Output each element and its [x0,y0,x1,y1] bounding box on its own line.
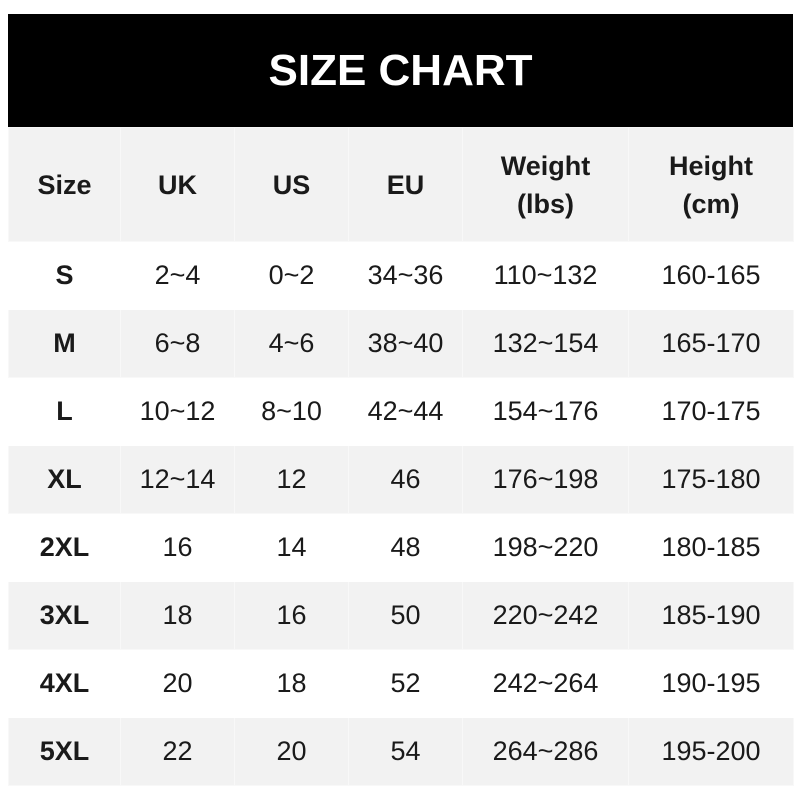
cell-uk: 12~14 [120,445,235,514]
header-size: Size [8,127,121,242]
cell-eu: 42~44 [348,377,463,446]
cell-eu: 52 [348,649,463,718]
header-eu: EU [348,127,463,242]
cell-size: 2XL [8,513,121,582]
cell-size: 4XL [8,649,121,718]
cell-height: 180-185 [628,513,794,582]
header-uk: UK [120,127,235,242]
cell-size: M [8,309,121,378]
header-us: US [234,127,349,242]
cell-eu: 38~40 [348,309,463,378]
cell-us: 8~10 [234,377,349,446]
table-row: 2XL 16 14 48 198~220 180-185 [8,513,794,582]
cell-weight: 220~242 [462,581,629,650]
cell-height: 185-190 [628,581,794,650]
table-row: XL 12~14 12 46 176~198 175-180 [8,445,794,514]
cell-weight: 242~264 [462,649,629,718]
cell-size: S [8,241,121,310]
cell-us: 0~2 [234,241,349,310]
table-row: S 2~4 0~2 34~36 110~132 160-165 [8,241,794,310]
cell-weight: 198~220 [462,513,629,582]
cell-size: 5XL [8,717,121,786]
cell-weight: 110~132 [462,241,629,310]
size-chart: SIZE CHART Size UK US EU Weight (lbs) Height … [8,14,794,786]
cell-eu: 46 [348,445,463,514]
table-row: 5XL 22 20 54 264~286 195-200 [8,717,794,786]
cell-height: 160-165 [628,241,794,310]
cell-height: 165-170 [628,309,794,378]
cell-size: 3XL [8,581,121,650]
cell-uk: 10~12 [120,377,235,446]
table-row: 3XL 18 16 50 220~242 185-190 [8,581,794,650]
cell-uk: 18 [120,581,235,650]
cell-eu: 50 [348,581,463,650]
table-row: 4XL 20 18 52 242~264 190-195 [8,649,794,718]
cell-size: L [8,377,121,446]
header-row: Size UK US EU Weight (lbs) Height (cm) [8,127,794,242]
cell-weight: 264~286 [462,717,629,786]
cell-height: 195-200 [628,717,794,786]
cell-uk: 22 [120,717,235,786]
cell-us: 12 [234,445,349,514]
cell-uk: 20 [120,649,235,718]
cell-height: 170-175 [628,377,794,446]
cell-eu: 48 [348,513,463,582]
cell-weight: 176~198 [462,445,629,514]
cell-eu: 54 [348,717,463,786]
cell-size: XL [8,445,121,514]
cell-us: 14 [234,513,349,582]
table-row: L 10~12 8~10 42~44 154~176 170-175 [8,377,794,446]
cell-weight: 132~154 [462,309,629,378]
cell-uk: 2~4 [120,241,235,310]
cell-us: 16 [234,581,349,650]
cell-weight: 154~176 [462,377,629,446]
header-height: Height (cm) [628,127,794,242]
cell-us: 20 [234,717,349,786]
cell-uk: 6~8 [120,309,235,378]
cell-eu: 34~36 [348,241,463,310]
size-table: Size UK US EU Weight (lbs) Height (cm) S 2~4 0~… [8,127,794,786]
cell-us: 18 [234,649,349,718]
cell-height: 175-180 [628,445,794,514]
cell-height: 190-195 [628,649,794,718]
header-weight: Weight (lbs) [462,127,629,242]
table-row: M 6~8 4~6 38~40 132~154 165-170 [8,309,794,378]
cell-uk: 16 [120,513,235,582]
cell-us: 4~6 [234,309,349,378]
chart-title: SIZE CHART [8,14,793,127]
